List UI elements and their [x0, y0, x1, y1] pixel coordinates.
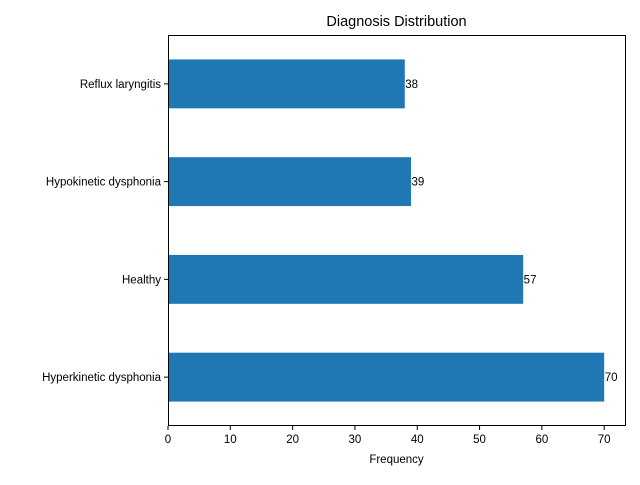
value-label-2: 39 — [412, 177, 425, 189]
value-label-1: 57 — [524, 274, 537, 286]
x-tick-label-1: 10 — [224, 434, 237, 446]
bar-1 — [168, 254, 524, 304]
x-axis-label: Frequency — [369, 454, 424, 466]
bar-3 — [168, 59, 405, 109]
x-tick-label-7: 70 — [598, 434, 611, 446]
value-label-0: 70 — [605, 372, 618, 384]
x-axis: 0 10 20 30 40 50 60 70 — [165, 426, 611, 446]
plot-frame — [168, 35, 626, 426]
value-labels: 70 57 39 38 — [405, 79, 617, 384]
y-tick-label-3: Reflux laryngitis — [80, 79, 161, 91]
x-tick-label-6: 60 — [535, 434, 548, 446]
bar-2 — [168, 157, 412, 207]
y-axis: Hyperkinetic dysphonia Healthy Hypokinetic… — [42, 79, 168, 384]
x-tick-label-2: 20 — [286, 434, 299, 446]
chart-title: Diagnosis Distribution — [326, 14, 466, 30]
value-label-3: 38 — [405, 79, 418, 91]
bars-layer — [168, 59, 605, 402]
x-tick-label-4: 40 — [411, 434, 424, 446]
y-tick-label-1: Healthy — [122, 274, 161, 286]
x-tick-label-0: 0 — [165, 434, 171, 446]
y-tick-label-2: Hypokinetic dysphonia — [46, 177, 162, 189]
bar-0 — [168, 352, 605, 402]
y-tick-label-0: Hyperkinetic dysphonia — [42, 372, 162, 384]
x-tick-label-3: 30 — [349, 434, 362, 446]
x-tick-label-5: 50 — [473, 434, 486, 446]
